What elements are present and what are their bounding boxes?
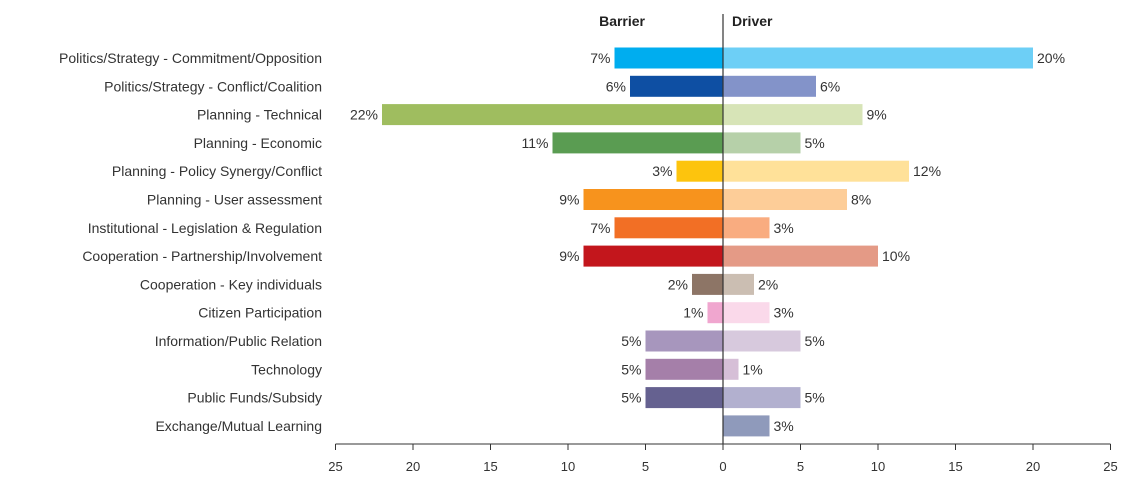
driver-value-label: 1%: [743, 361, 763, 377]
driver-bar: [723, 217, 770, 239]
bars-group: [382, 47, 1033, 437]
driver-value-label: 5%: [805, 390, 825, 406]
driver-value-label: 9%: [867, 107, 887, 123]
category-label: Technology: [251, 361, 322, 377]
barrier-value-label: 5%: [621, 361, 641, 377]
driver-bar: [723, 330, 801, 352]
driver-bar: [723, 245, 878, 267]
driver-bar: [723, 189, 847, 210]
labels-group: Politics/Strategy - Commitment/Oppositio…: [59, 50, 1065, 434]
driver-bar: [723, 132, 801, 154]
x-tick-label: 5: [642, 459, 649, 474]
barrier-bar: [645, 358, 723, 380]
barrier-value-label: 9%: [559, 248, 579, 264]
barrier-bar: [614, 217, 723, 239]
barrier-bar: [552, 132, 723, 154]
driver-bar: [723, 415, 770, 437]
barrier-value-label: 7%: [590, 50, 610, 66]
barrier-bar: [645, 387, 723, 409]
barrier-value-label: 5%: [621, 333, 641, 349]
x-axis: 25 20 15 10 5 0 5 10 15 20 25: [328, 14, 1118, 474]
driver-value-label: 10%: [882, 248, 910, 264]
driver-bar: [723, 160, 909, 182]
header-driver: Driver: [732, 13, 773, 29]
x-tick-label: 15: [948, 459, 962, 474]
x-tick-label: 15: [483, 459, 497, 474]
category-label: Planning - Technical: [197, 107, 322, 123]
x-tick-label: 0: [719, 459, 726, 474]
barrier-bar: [583, 189, 723, 210]
driver-value-label: 6%: [820, 78, 840, 94]
barrier-bar: [692, 273, 723, 295]
driver-value-label: 8%: [851, 192, 871, 208]
barrier-bar: [382, 104, 723, 126]
barrier-value-label: 9%: [559, 192, 579, 208]
driver-bar: [723, 358, 739, 380]
barrier-value-label: 5%: [621, 390, 641, 406]
barrier-value-label: 3%: [652, 163, 672, 179]
category-label: Institutional - Legislation & Regulation: [88, 220, 322, 236]
barrier-bar: [707, 302, 723, 324]
driver-value-label: 5%: [805, 333, 825, 349]
barrier-value-label: 1%: [683, 305, 703, 321]
x-tick-label: 20: [1026, 459, 1040, 474]
barrier-value-label: 6%: [606, 78, 626, 94]
category-label: Planning - User assessment: [147, 192, 322, 208]
category-label: Politics/Strategy - Conflict/Coalition: [104, 78, 322, 94]
driver-bar: [723, 302, 770, 324]
x-tick-label: 10: [871, 459, 885, 474]
x-tick-label: 25: [1103, 459, 1117, 474]
category-label: Exchange/Mutual Learning: [155, 418, 322, 434]
driver-value-label: 12%: [913, 163, 941, 179]
barrier-bar: [614, 47, 723, 69]
barrier-value-label: 11%: [522, 135, 549, 151]
driver-value-label: 5%: [805, 135, 825, 151]
category-label: Citizen Participation: [198, 305, 322, 321]
category-label: Cooperation - Partnership/Involvement: [82, 248, 322, 264]
driver-bar: [723, 273, 754, 295]
category-label: Planning - Policy Synergy/Conflict: [112, 163, 322, 179]
driver-value-label: 3%: [774, 418, 794, 434]
driver-value-label: 20%: [1037, 50, 1065, 66]
barrier-bar: [583, 245, 723, 267]
category-label: Cooperation - Key individuals: [140, 276, 322, 292]
x-tick-label: 5: [797, 459, 804, 474]
header-barrier: Barrier: [599, 13, 645, 29]
barrier-bar: [630, 75, 723, 97]
x-tick-label: 25: [328, 459, 342, 474]
x-tick-label: 20: [406, 459, 420, 474]
driver-bar: [723, 75, 816, 97]
barrier-value-label: 22%: [350, 107, 378, 123]
category-label: Public Funds/Subsidy: [187, 390, 322, 406]
driver-value-label: 3%: [774, 220, 794, 236]
barrier-bar: [676, 160, 723, 182]
barrier-value-label: 2%: [668, 276, 688, 292]
category-label: Politics/Strategy - Commitment/Oppositio…: [59, 50, 322, 66]
driver-bar: [723, 104, 863, 126]
driver-bar: [723, 47, 1033, 69]
driver-bar: [723, 387, 801, 409]
x-tick-label: 10: [561, 459, 575, 474]
driver-value-label: 2%: [758, 276, 778, 292]
category-label: Planning - Economic: [194, 135, 322, 151]
barrier-value-label: 7%: [590, 220, 610, 236]
driver-value-label: 3%: [774, 305, 794, 321]
barrier-bar: [645, 330, 723, 352]
category-label: Information/Public Relation: [155, 333, 322, 349]
